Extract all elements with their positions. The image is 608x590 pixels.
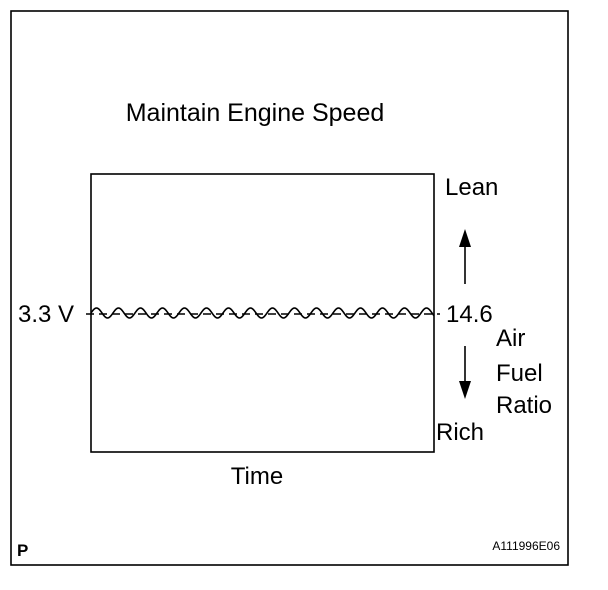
axis-label-air: Air [496, 325, 525, 352]
voltage-label: 3.3 V [18, 301, 74, 328]
diagram-title: Maintain Engine Speed [126, 99, 385, 127]
lean-label: Lean [445, 174, 498, 201]
sensor-signal-wave [90, 307, 435, 319]
axis-label-ratio: Ratio [496, 392, 552, 419]
outer-frame [10, 10, 569, 566]
corner-mark: P [17, 541, 28, 560]
lean-arrow-icon [459, 229, 471, 284]
axis-label-fuel: Fuel [496, 360, 543, 387]
rich-label: Rich [436, 419, 484, 446]
rich-arrow-icon [459, 346, 471, 399]
figure-code: A111996E06 [492, 539, 560, 553]
plot-area [90, 173, 435, 453]
time-axis-label: Time [231, 463, 283, 490]
ratio-label: 14.6 [446, 301, 493, 328]
